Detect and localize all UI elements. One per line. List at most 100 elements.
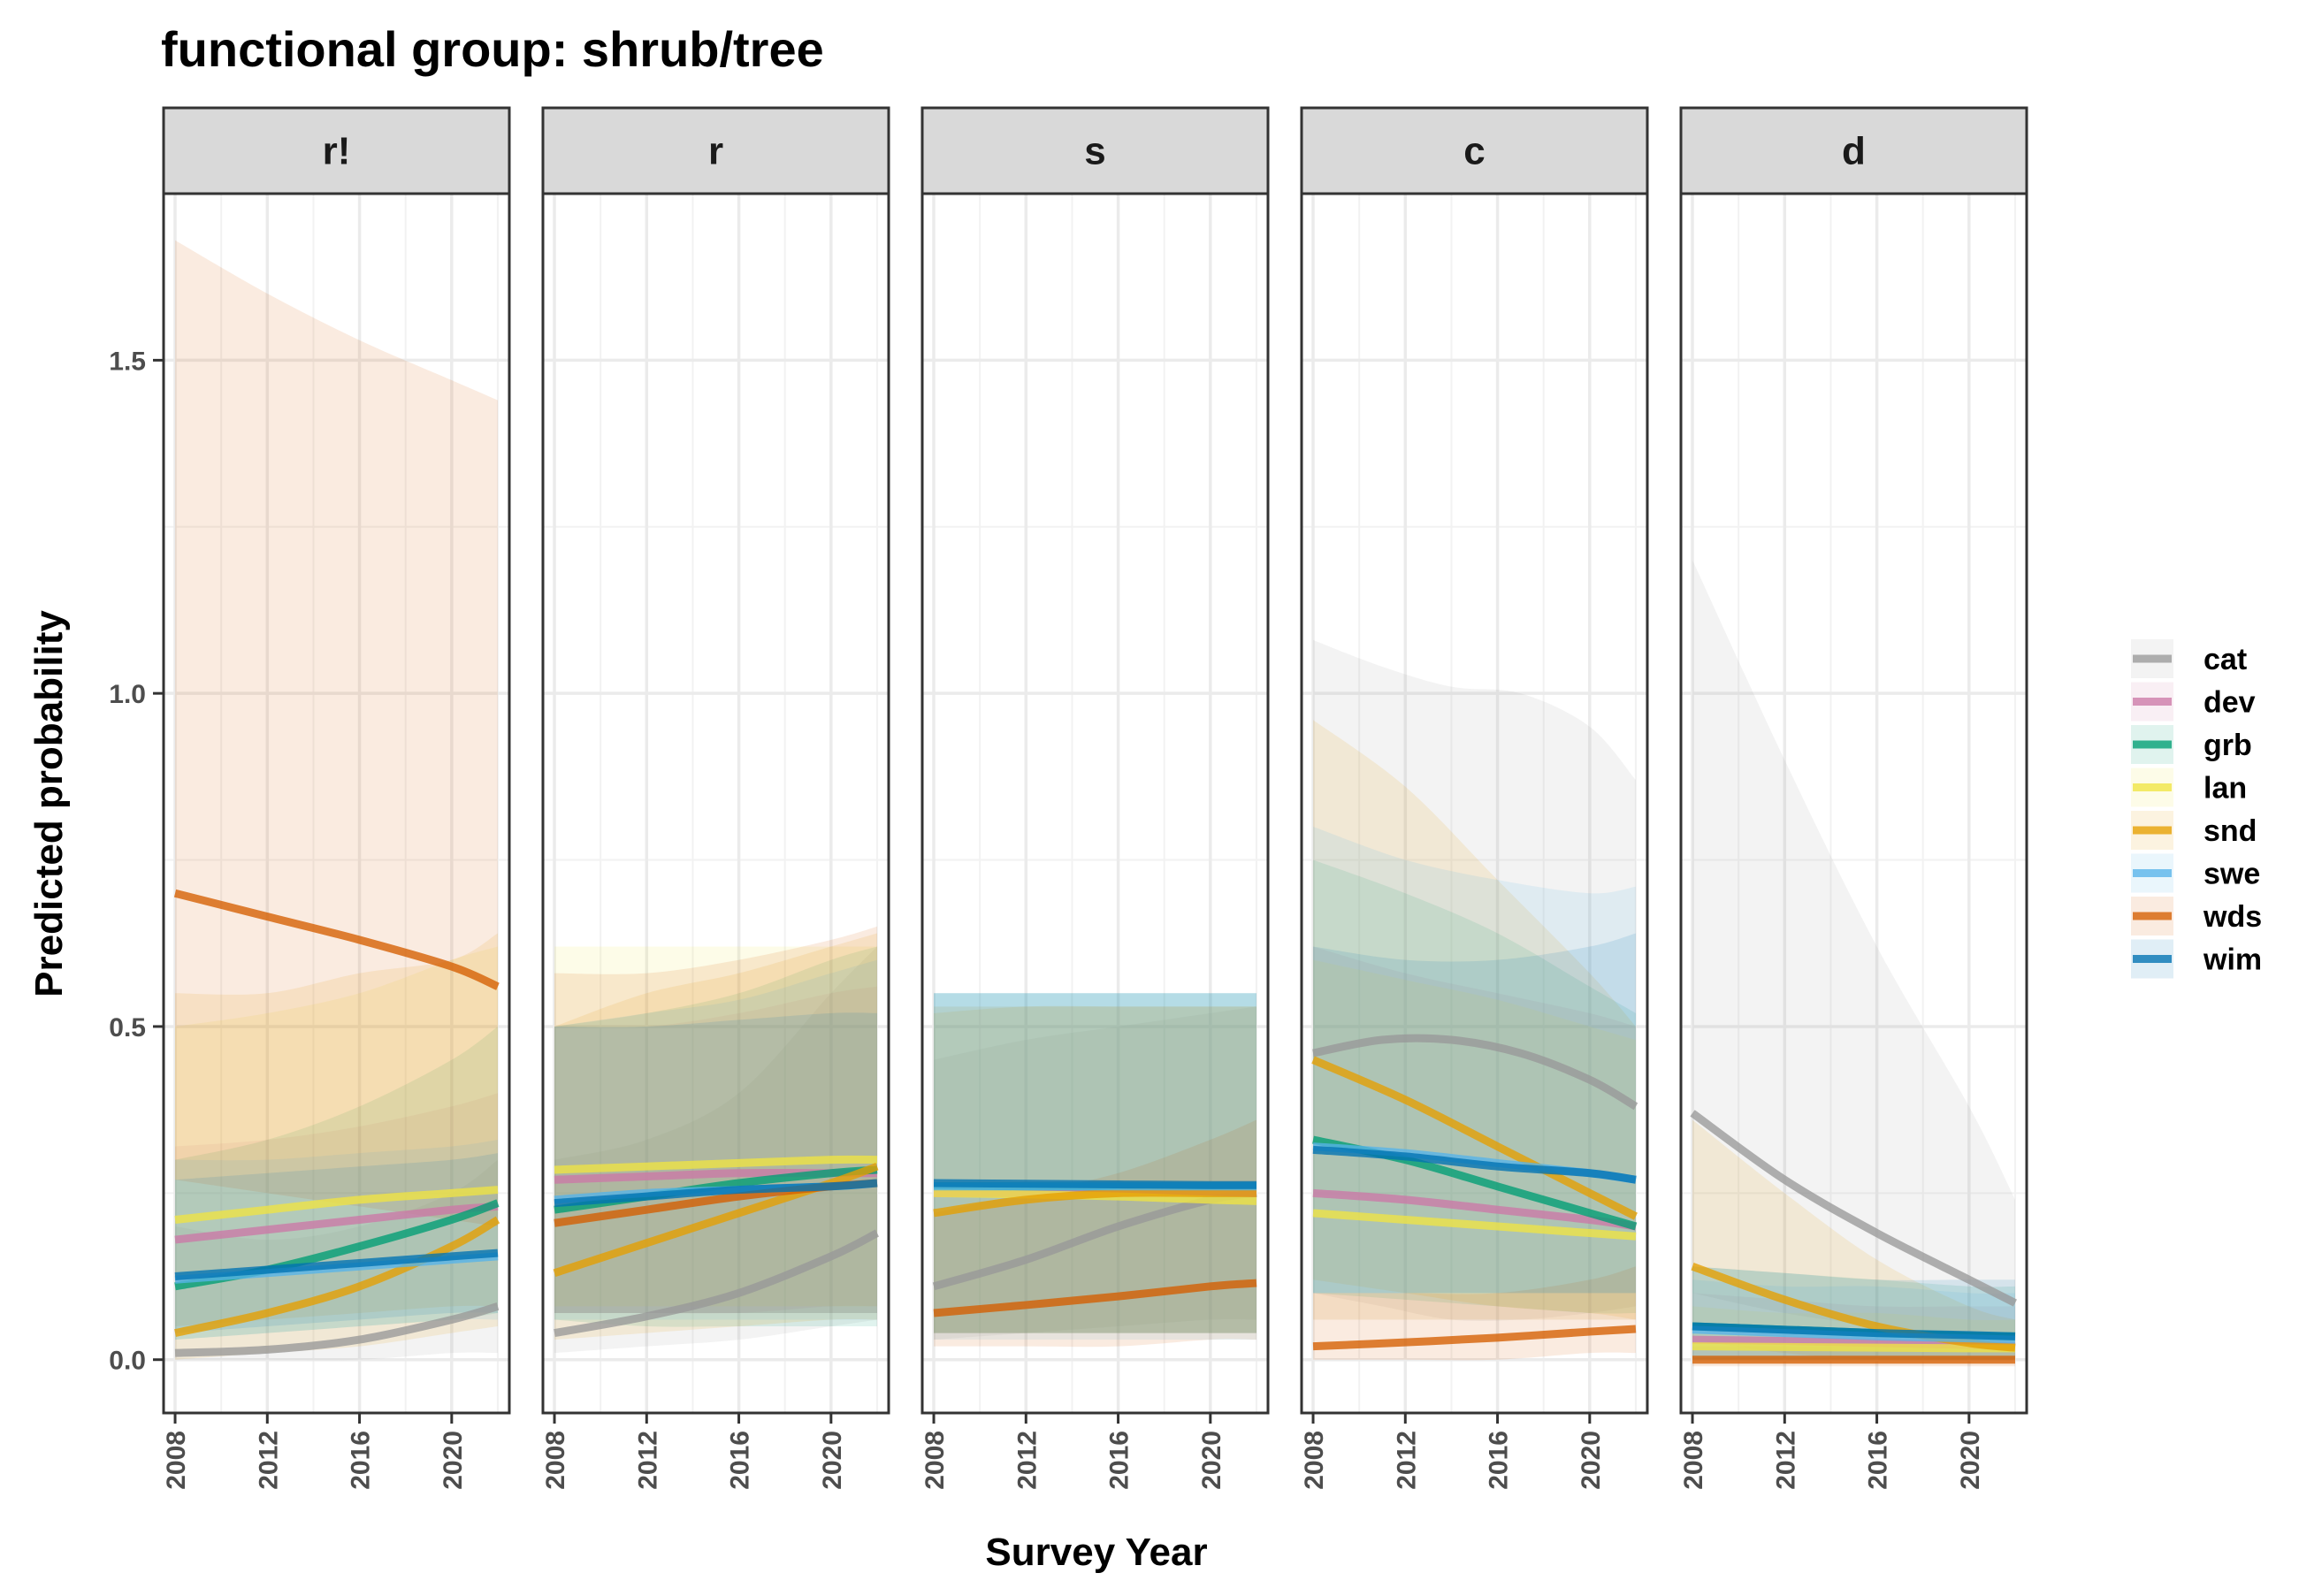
x-tick-label: 2016 [1864,1431,1893,1490]
line-cat [1312,1034,1638,1111]
facet-strip [920,106,1270,195]
line-cat [554,1229,880,1337]
x-tick-label: 2008 [920,1431,950,1490]
line-snd [933,1188,1256,1218]
facet-strip [162,106,511,195]
ribbon-lan [934,1006,1256,1333]
line-wds [173,889,500,990]
x-tick-label: 2020 [1197,1431,1226,1490]
facet-strip [1300,106,1649,195]
legend-item-cat: cat [2131,639,2247,678]
panels-layer: r! 2008 2012 2016 2020 0.0 0.5 1.0 1.5 r 2008 2012 2… [109,106,2028,1490]
y-axis-title: Predicted probability [27,610,71,997]
line-lan [174,1186,499,1224]
ribbon-snd [934,1005,1256,1333]
line-dev [1312,1188,1637,1231]
panel-5: d 2008 2012 2016 2020 [1679,106,2028,1490]
ribbon-wim [934,993,1256,1333]
line-snd [174,1216,500,1337]
ribbon-wim [1313,933,1636,1294]
line-dev [174,1202,499,1244]
y-tick-label: 1.5 [109,347,146,376]
ribbon-wds [554,926,877,1313]
panel-1: r! 2008 2012 2016 2020 0.0 0.5 1.0 1.5 [109,106,511,1490]
legend-label: snd [2204,814,2257,848]
chart-title: functional group: shrub/tree [161,21,824,77]
facet-strip [541,106,890,195]
x-tick-label: 2020 [1577,1431,1606,1490]
x-axis-title: Survey Year [985,1531,1207,1574]
legend-label: wds [2203,900,2262,934]
ribbon-snd [554,933,877,1340]
x-tick-label: 2012 [633,1431,662,1490]
ribbon-grb [554,946,877,1327]
x-tick-label: 2016 [1105,1431,1134,1490]
x-tick-label: 2012 [1771,1431,1800,1490]
legend-item-lan: lan [2131,767,2247,807]
x-tick-label: 2008 [1300,1431,1329,1490]
ribbon-wim [175,1153,498,1333]
line-snd [1311,1056,1638,1220]
ribbon-swe [934,993,1256,1340]
ribbon-dev [934,1006,1256,1333]
panel-data [1690,560,2017,1367]
ribbon-grb [934,993,1256,1333]
legend-item-dev: dev [2131,682,2256,722]
panel-data [553,926,880,1354]
x-tick-label: 2016 [347,1431,376,1490]
facet-strip-label: d [1842,130,1866,173]
ribbon-lan [554,946,877,1307]
line-lan [1692,1342,2015,1353]
line-lan [1312,1209,1637,1241]
x-tick-label: 2020 [818,1431,847,1490]
panel-data [173,240,500,1361]
ribbon-cat [934,1006,1256,1340]
ribbon-wds [175,240,498,1227]
line-snd [553,1162,879,1278]
legend-label: lan [2204,772,2247,806]
line-wim [1312,1145,1637,1184]
facet-strip-label: r [708,130,723,173]
line-wds [933,1279,1257,1317]
panel-data [932,993,1257,1348]
panel-4: c 2008 2012 2016 2020 [1300,106,1649,1490]
line-cat [174,1302,500,1357]
ribbon-snd [1692,1119,2015,1361]
line-snd [1691,1262,2016,1352]
x-tick-label: 2016 [726,1431,755,1490]
x-tick-label: 2020 [1956,1431,1985,1490]
ribbon-swe [554,959,877,1320]
legend-item-grb: grb [2131,725,2252,764]
facet-strip [1679,106,2028,195]
x-tick-label: 2012 [1392,1431,1421,1490]
legend-item-wim: wim [2131,939,2262,979]
y-tick-label: 0.0 [109,1347,146,1376]
facet-strip-label: r! [323,130,351,173]
legend-label: grb [2204,729,2252,762]
x-tick-label: 2008 [162,1431,191,1490]
x-tick-label: 2016 [1485,1431,1514,1490]
facet-strip-label: c [1463,130,1485,173]
legend-label: swe [2204,858,2260,891]
legend: cat dev grb lan snd swe wds wim [2131,639,2262,979]
legend-label: cat [2204,643,2247,676]
line-cat [1690,1110,2017,1307]
x-tick-label: 2012 [1012,1431,1042,1490]
ribbon-cat [554,946,877,1354]
x-tick-label: 2008 [1679,1431,1708,1490]
panel-3: s 2008 2012 2016 2020 [920,106,1270,1490]
y-tick-label: 0.5 [109,1013,146,1042]
panel-data [1311,639,1638,1361]
legend-label: wim [2203,943,2262,977]
legend-item-swe: swe [2131,853,2260,893]
legend-item-snd: snd [2131,811,2257,850]
line-wim [1692,1322,2016,1340]
x-tick-label: 2008 [541,1431,570,1490]
ribbon-snd [175,933,498,1360]
y-tick-label: 1.0 [109,680,146,709]
facet-strip-label: s [1084,130,1105,173]
line-wds [1312,1325,1637,1351]
legend-label: dev [2204,686,2256,720]
ribbon-cat [1692,560,2015,1347]
